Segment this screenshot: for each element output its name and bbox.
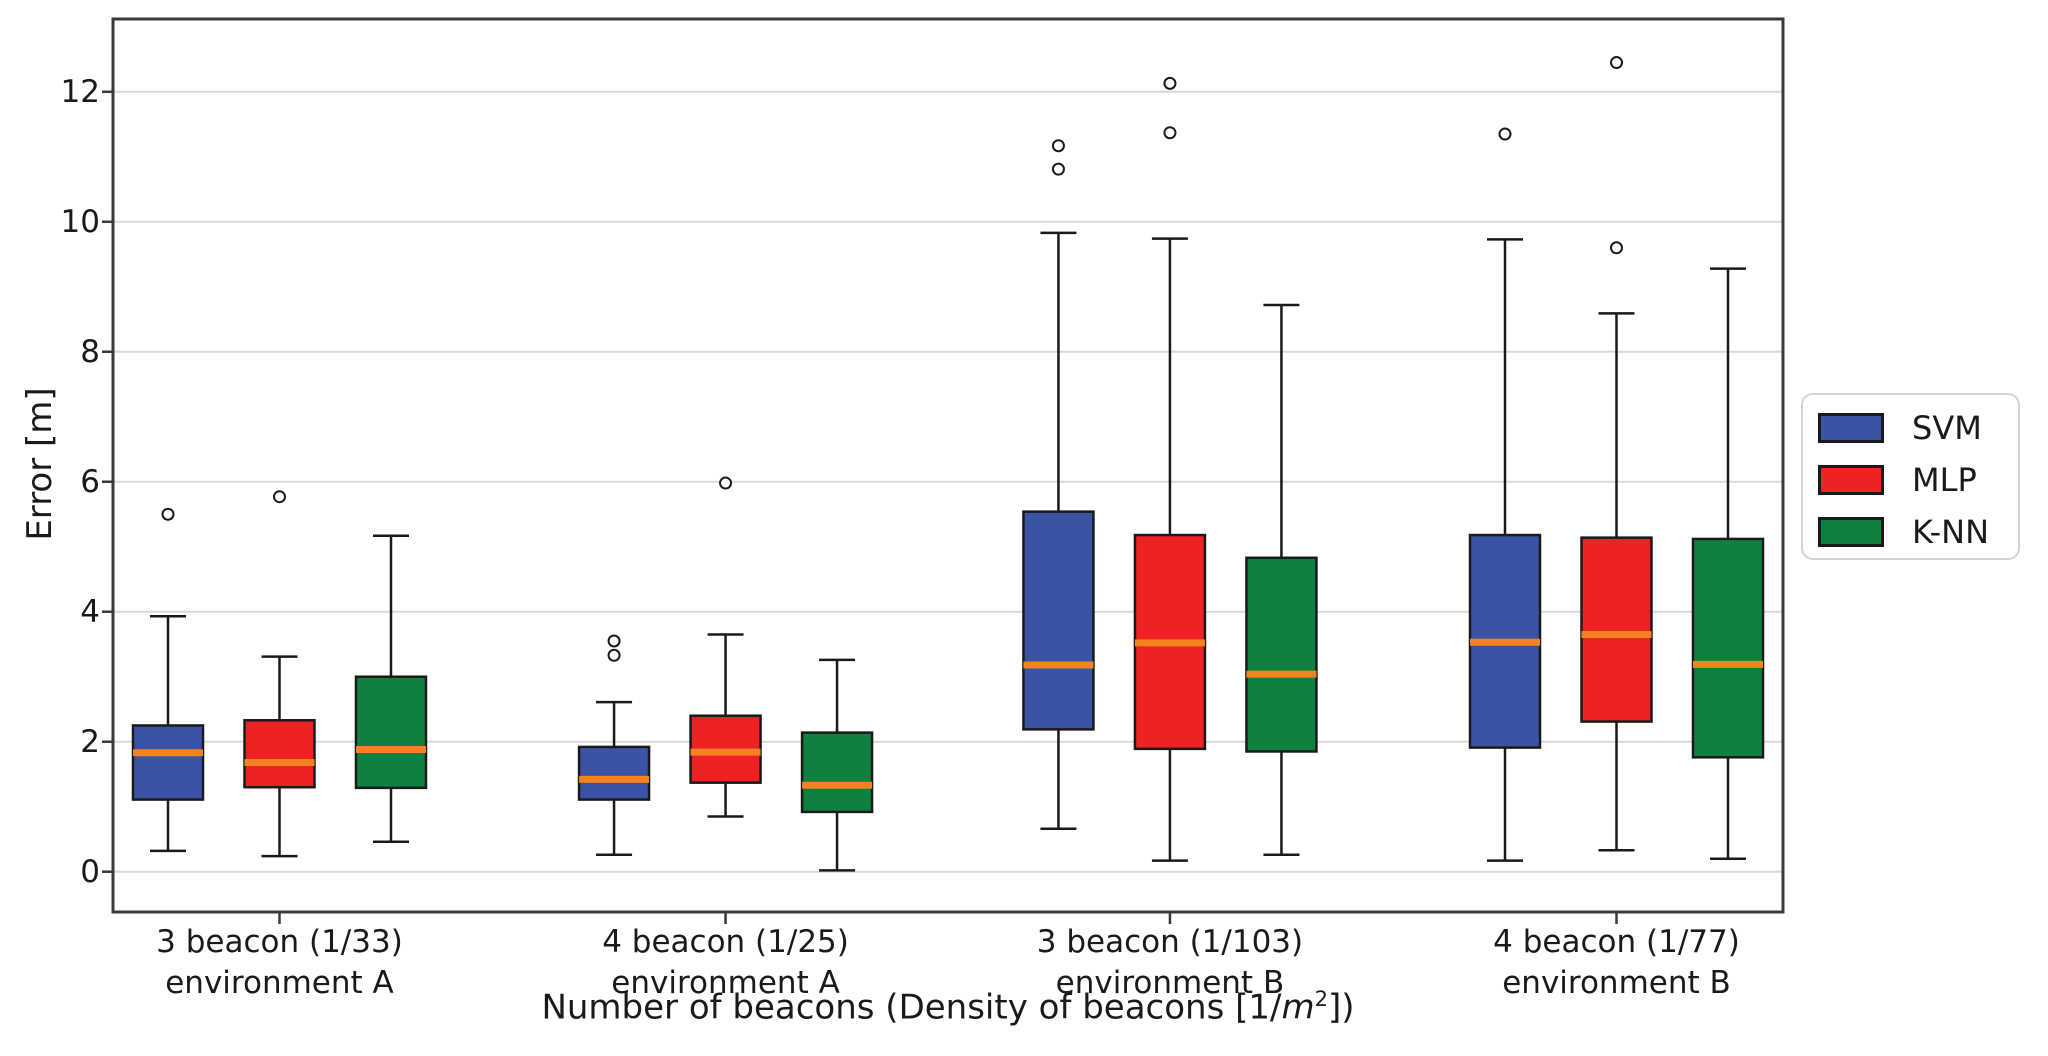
- outlier-point: [1498, 127, 1512, 141]
- outlier-point: [719, 476, 733, 490]
- legend-label-mlp: MLP: [1912, 461, 1977, 499]
- y-tick-label: 0: [80, 853, 100, 890]
- x-tick-label-line1: 3 beacon (1/33): [156, 924, 403, 960]
- plot-frame: [111, 17, 1785, 914]
- plot-area: [102, 17, 1785, 924]
- outlier-point: [607, 634, 621, 648]
- x-tick-label-line1: 3 beacon (1/103): [1036, 924, 1304, 960]
- outlier-point: [1051, 162, 1065, 176]
- box-mlp: [243, 719, 316, 789]
- x-tick-label-line2: environment A: [611, 965, 840, 1001]
- legend-item-svm: SVM: [1818, 402, 2018, 454]
- x-tick-label-line1: 4 beacon (1/77): [1493, 924, 1740, 960]
- y-tick-label: 12: [60, 73, 100, 110]
- x-tick-label-line2: environment B: [1502, 965, 1731, 1001]
- x-axis-title-exponent: 2: [1314, 986, 1329, 1011]
- outlier-point: [1610, 241, 1624, 255]
- x-axis-title-var: m: [1281, 987, 1315, 1028]
- box-svm: [131, 724, 205, 801]
- outlier-point: [1163, 76, 1177, 90]
- y-tick-label: 10: [60, 203, 100, 240]
- outlier-point: [1163, 126, 1177, 140]
- legend-label-svm: SVM: [1912, 409, 1982, 447]
- legend-swatch-knn: [1818, 517, 1884, 547]
- outlier-point: [1051, 139, 1065, 153]
- box-mlp: [1580, 536, 1653, 723]
- box-k-nn: [354, 675, 428, 790]
- y-tick-label: 6: [80, 463, 100, 500]
- x-tick-label-line2: environment A: [165, 965, 394, 1001]
- x-tick-label-line1: 4 beacon (1/25): [602, 924, 849, 960]
- outlier-point: [272, 490, 286, 504]
- y-tick-label: 4: [80, 593, 100, 630]
- box-k-nn: [1691, 537, 1765, 759]
- y-tick-label: 8: [80, 333, 100, 370]
- box-k-nn: [800, 731, 874, 814]
- legend-swatch-svm: [1818, 413, 1884, 443]
- outlier-point: [607, 648, 621, 662]
- x-axis-title: Number of beacons (Density of beacons [1…: [0, 986, 1896, 1027]
- box-svm: [577, 745, 651, 801]
- legend: SVM MLP K-NN: [1801, 393, 2020, 560]
- x-axis-title-prefix: Number of beacons (Density of beacons [1…: [541, 987, 1282, 1028]
- x-tick-label-line2: environment B: [1055, 965, 1285, 1001]
- box-svm: [1022, 510, 1095, 731]
- y-tick-label: 2: [80, 723, 100, 760]
- x-axis-title-suffix: ]): [1328, 987, 1355, 1028]
- legend-item-knn: K-NN: [1818, 506, 2018, 558]
- legend-label-knn: K-NN: [1912, 513, 1990, 551]
- box-k-nn: [1245, 556, 1318, 753]
- outlier-point: [161, 507, 175, 521]
- outlier-point: [1610, 56, 1624, 70]
- legend-item-mlp: MLP: [1818, 454, 2018, 506]
- legend-swatch-mlp: [1818, 465, 1884, 495]
